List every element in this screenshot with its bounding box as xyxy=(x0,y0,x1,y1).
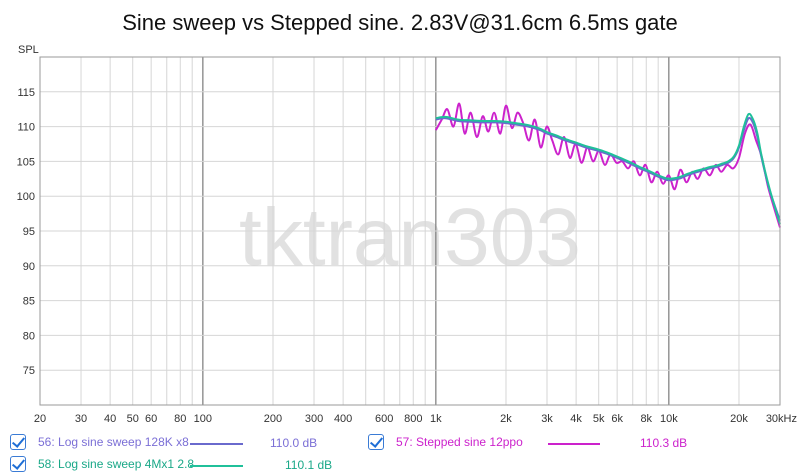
x-tick-label: 2k xyxy=(500,413,512,425)
x-tick-label: 100 xyxy=(194,413,212,425)
x-tick-label: 20 xyxy=(34,413,46,425)
x-tick-label: 5k xyxy=(593,413,605,425)
legend-value-58: 110.1 dB xyxy=(285,458,333,472)
y-tick-label: 105 xyxy=(17,156,35,168)
frequency-response-chart: Sine sweep vs Stepped sine. 2.83V@31.6cm… xyxy=(17,10,797,425)
x-tick-label: 30 xyxy=(75,413,87,425)
checkbox-58[interactable] xyxy=(10,456,26,472)
x-tick-label: 40 xyxy=(104,413,116,425)
x-tick-label: 4k xyxy=(570,413,582,425)
x-tick-label: 1k xyxy=(430,413,442,425)
x-tick-label: 60 xyxy=(145,413,157,425)
y-tick-label: 90 xyxy=(23,261,35,273)
legend-value-56: 110.0 dB xyxy=(270,436,318,450)
y-tick-label: 115 xyxy=(17,87,35,99)
y-tick-label: 95 xyxy=(23,226,35,238)
series-line-58 xyxy=(435,112,781,225)
legend-value-57: 110.3 dB xyxy=(640,436,688,450)
legend-label-58: 58: Log sine sweep 4Mx1 2.8 xyxy=(38,457,195,471)
x-tick-label: 800 xyxy=(404,413,422,425)
x-tick-label: 30kHz xyxy=(766,413,797,425)
legend-swatch-58 xyxy=(190,465,243,467)
y-tick-label: 85 xyxy=(23,296,35,308)
x-tick-label: 200 xyxy=(264,413,282,425)
grid xyxy=(39,56,781,406)
x-tick-label: 20k xyxy=(730,413,748,425)
legend-swatch-57 xyxy=(548,443,600,445)
y-tick-label: 75 xyxy=(23,365,35,377)
legend-label-56: 56: Log sine sweep 128K x8 xyxy=(38,435,189,449)
y-tick-label: 110 xyxy=(17,122,35,134)
legend-label-57: 57: Stepped sine 12ppo xyxy=(396,435,523,449)
checkbox-56[interactable] xyxy=(10,434,26,450)
x-tick-label: 8k xyxy=(640,413,652,425)
y-tick-labels: 75 80 85 90 95 100 105 110 115 xyxy=(17,87,35,377)
x-tick-labels: 20 30 40 50 60 80 100 200 300 400 600 800 1k 2k 3k 4k 5k… xyxy=(34,413,797,425)
legend-item-58[interactable]: 58: Log sine sweep 4Mx1 2.8 xyxy=(10,454,194,474)
x-tick-label: 10k xyxy=(660,413,678,425)
series-line-57 xyxy=(434,102,781,228)
x-tick-label: 600 xyxy=(375,413,393,425)
plot-area-border xyxy=(39,56,781,406)
watermark: tktran303 xyxy=(239,192,581,283)
y-axis-label: SPL xyxy=(18,44,39,56)
checkbox-57[interactable] xyxy=(368,434,384,450)
y-tick-label: 80 xyxy=(23,330,35,342)
x-tick-label: 50 xyxy=(127,413,139,425)
series-lines xyxy=(434,102,781,228)
legend-item-57[interactable]: 57: Stepped sine 12ppo xyxy=(368,432,523,452)
x-tick-label: 6k xyxy=(611,413,623,425)
legend-swatch-56 xyxy=(190,443,243,445)
x-tick-label: 80 xyxy=(174,413,186,425)
x-tick-label: 300 xyxy=(305,413,323,425)
legend: 56: Log sine sweep 128K x8 110.0 dB 57: … xyxy=(0,428,800,476)
legend-item-56[interactable]: 56: Log sine sweep 128K x8 xyxy=(10,432,189,452)
x-tick-label: 400 xyxy=(334,413,352,425)
y-tick-label: 100 xyxy=(17,191,35,203)
chart-title: Sine sweep vs Stepped sine. 2.83V@31.6cm… xyxy=(122,10,678,35)
x-tick-label: 3k xyxy=(541,413,553,425)
